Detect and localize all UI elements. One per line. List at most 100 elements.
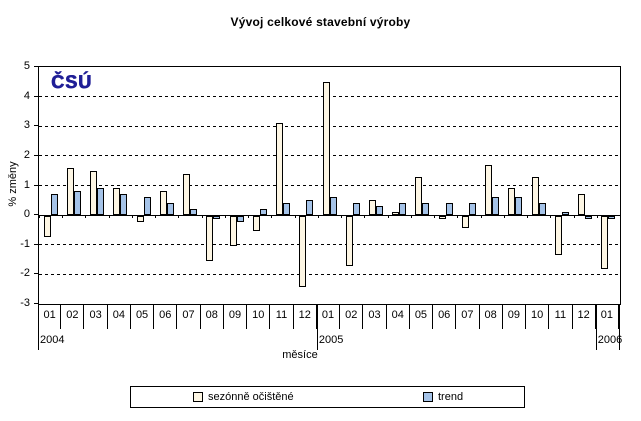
bar-seasonal [183,173,191,216]
bar-seasonal [206,216,214,261]
category-tick [155,215,157,219]
category-tick [457,215,459,219]
y-axis-tick [34,184,38,186]
bar-seasonal [392,212,400,216]
legend-item-seasonal: sezónně očištěné [193,391,294,403]
category-tick [224,215,226,219]
zero-axis-line [39,214,620,216]
bar-trend [561,212,569,216]
bar-seasonal [531,176,539,216]
month-label: 06 [433,304,457,329]
category-tick [317,215,319,219]
year-separator-line [38,304,39,350]
bar-seasonal [90,170,98,216]
bar-trend [236,216,244,223]
year-label: 2004 [40,334,65,346]
y-axis-tick [34,95,38,97]
category-tick [271,215,273,219]
year-separator-line [595,304,597,350]
y-axis-tick [34,303,38,304]
category-tick [364,215,366,219]
bar-trend [445,203,453,216]
month-label: 12 [294,304,317,329]
y-axis-tick-label: -2 [20,267,30,280]
category-tick [596,215,598,219]
bar-seasonal [508,188,516,216]
bar-trend [120,194,128,216]
category-tick [410,215,412,219]
gridline-y3 [39,125,620,127]
y-axis-tick [34,273,38,275]
chart-title: Vývoj celkové stavební výroby [230,15,411,29]
bar-seasonal [461,216,469,228]
bar-trend [190,209,198,216]
y-axis-tick [34,66,38,67]
category-tick [527,215,529,219]
category-tick [620,215,621,219]
bar-trend [73,191,81,216]
bar-trend [515,197,523,216]
bar-seasonal [345,216,353,267]
month-label: 01 [317,304,341,329]
y-axis-tick-label: -1 [20,237,30,250]
month-label: 09 [503,304,527,329]
bar-seasonal [229,216,237,246]
y-axis-tick-label: -3 [20,297,30,309]
month-label: 10 [526,304,550,329]
category-tick [434,215,436,219]
category-tick [108,215,110,219]
month-label: 09 [224,304,248,329]
category-tick [294,215,296,219]
bar-trend [213,216,221,220]
category-tick [85,215,87,219]
bar-trend [352,203,360,216]
csu-logo: ČSÚ [51,72,93,92]
month-label: 11 [270,304,294,329]
month-label: 04 [387,304,410,329]
category-tick [62,215,64,219]
category-tick [131,215,133,219]
legend-swatch-seasonal-icon [193,392,203,402]
bar-trend [608,216,616,220]
bar-seasonal [578,194,586,216]
bar-seasonal [159,191,167,216]
category-tick [480,215,482,219]
bar-seasonal [415,176,423,216]
legend-swatch-trend-icon [423,392,433,402]
bar-seasonal [252,216,260,231]
bar-trend [538,203,546,216]
category-tick [39,215,40,219]
category-tick [341,215,343,219]
month-label: 07 [456,304,480,329]
bar-seasonal [113,188,121,216]
year-label: 2005 [318,334,344,346]
gridline-y-2 [39,273,620,275]
month-label: 03 [84,304,108,329]
month-label: 08 [201,304,224,329]
gridline-y2 [39,155,620,157]
y-axis-tick [34,125,38,127]
legend: sezónně očištěné trend [130,386,525,408]
category-tick [178,215,180,219]
month-label: 01 [38,304,62,329]
x-axis-month-row: 01 02 03 04 05 06 07 08 09 10 11 12 01 02 03 04 05 06 07 08… [38,304,619,329]
y-axis-tick-label: 3 [23,119,30,132]
bar-trend [259,209,267,216]
bar-trend [283,203,291,216]
y-axis-tick-label: 2 [23,148,30,161]
bar-seasonal [601,216,609,270]
category-tick [201,215,203,219]
category-tick [248,215,250,219]
month-label: 05 [410,304,434,329]
bar-seasonal [485,164,493,216]
y-axis-tick [34,154,38,156]
month-label: 11 [549,304,573,329]
bar-trend [143,197,151,216]
month-label: 06 [154,304,178,329]
bar-seasonal [438,216,446,220]
bar-trend [585,216,593,220]
y-axis-tick-label: 1 [23,178,30,191]
month-label: 04 [108,304,131,329]
y-axis-tick [34,214,38,216]
